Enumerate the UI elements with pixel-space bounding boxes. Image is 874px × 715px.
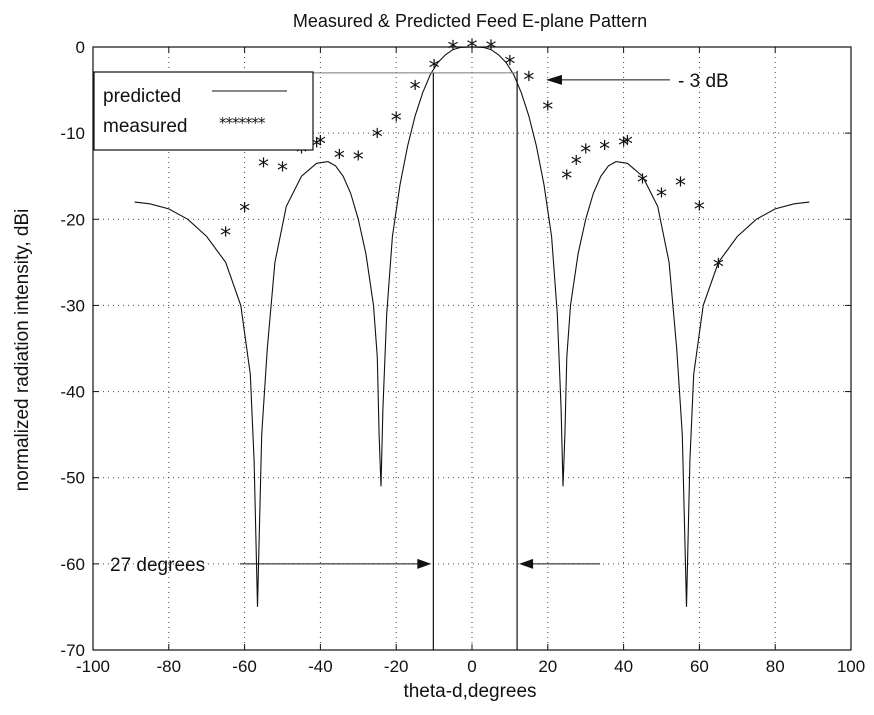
y-tick-label: -10: [60, 124, 85, 143]
y-tick-label: 0: [76, 38, 85, 57]
x-tick-label: 0: [467, 657, 476, 676]
legend-label-predicted: predicted: [103, 86, 181, 107]
x-tick-label: 20: [538, 657, 557, 676]
annotations: - 3 dB 27 degrees: [94, 70, 729, 650]
y-tick-label: -20: [60, 210, 85, 229]
measured-point: *: [561, 167, 572, 192]
series-predicted-line: [134, 46, 810, 607]
y-tick-labels: 0 -10 -20 -30 -40 -50 -60 -70: [60, 38, 85, 660]
legend-box: [93, 71, 314, 151]
measured-point: *: [277, 159, 288, 184]
x-tick-label: 40: [614, 657, 633, 676]
x-axis-label: theta-d,degrees: [403, 681, 536, 702]
minus-3db-label: - 3 dB: [678, 71, 729, 92]
measured-point: *: [467, 36, 478, 61]
measured-point: *: [599, 138, 610, 163]
measured-point: *: [637, 171, 648, 196]
x-tick-label: -80: [157, 657, 182, 676]
chart-title: Measured & Predicted Feed E-plane Patter…: [293, 11, 647, 31]
measured-point: *: [258, 155, 269, 180]
measured-point: *: [372, 126, 383, 151]
x-tick-label: 60: [690, 657, 709, 676]
y-tick-label: -60: [60, 555, 85, 574]
beamwidth-left-arrowhead: [417, 558, 432, 569]
minus-3db-arrowhead: [546, 74, 562, 85]
y-axis-label: normalized radiation intensity, dBi: [12, 209, 33, 492]
measured-point: *: [448, 38, 459, 63]
x-tick-label: 100: [837, 657, 865, 676]
x-tick-label: 80: [766, 657, 785, 676]
measured-point: *: [504, 52, 515, 77]
x-tick-label: -100: [76, 657, 110, 676]
measured-point: *: [656, 185, 667, 210]
measured-point: *: [571, 152, 582, 177]
beamwidth-label: 27 degrees: [110, 555, 205, 576]
measured-point: *: [429, 57, 440, 82]
beamwidth-right-arrowhead: [519, 558, 534, 569]
measured-point: *: [353, 148, 364, 173]
legend-label-measured: measured: [103, 116, 188, 137]
series-measured-points: *** ** *** ****** * ******* * **** ***: [220, 36, 724, 281]
measured-point: *: [334, 146, 345, 171]
measured-point: *: [542, 98, 553, 123]
measured-point: *: [580, 141, 591, 166]
x-tick-label: -20: [384, 657, 409, 676]
y-tick-label: -50: [60, 469, 85, 488]
measured-point: *: [220, 224, 231, 249]
measured-point: *: [622, 132, 633, 157]
measured-point: *: [410, 77, 421, 102]
x-tick-label: -60: [232, 657, 257, 676]
x-tick-labels: -100 -80 -60 -40 -20 0 20 40 60 80 100: [76, 657, 865, 676]
measured-point: *: [523, 69, 534, 94]
x-tick-label: -40: [308, 657, 333, 676]
legend-swatch-measured: *******: [219, 114, 266, 132]
measured-point: *: [391, 109, 402, 134]
measured-point: *: [239, 200, 250, 225]
legend: predicted measured *******: [93, 71, 314, 151]
measured-point: *: [675, 174, 686, 199]
axis-ticks: [92, 46, 852, 651]
y-tick-label: -30: [60, 296, 85, 315]
y-tick-label: -70: [60, 641, 85, 660]
measured-point: *: [315, 132, 326, 157]
measured-point: *: [618, 134, 629, 159]
measured-point: *: [713, 256, 724, 281]
y-tick-label: -40: [60, 383, 85, 402]
measured-point: *: [485, 37, 496, 62]
measured-point: *: [694, 198, 705, 223]
measured-point: *: [311, 135, 322, 160]
measured-point: *: [296, 141, 307, 166]
